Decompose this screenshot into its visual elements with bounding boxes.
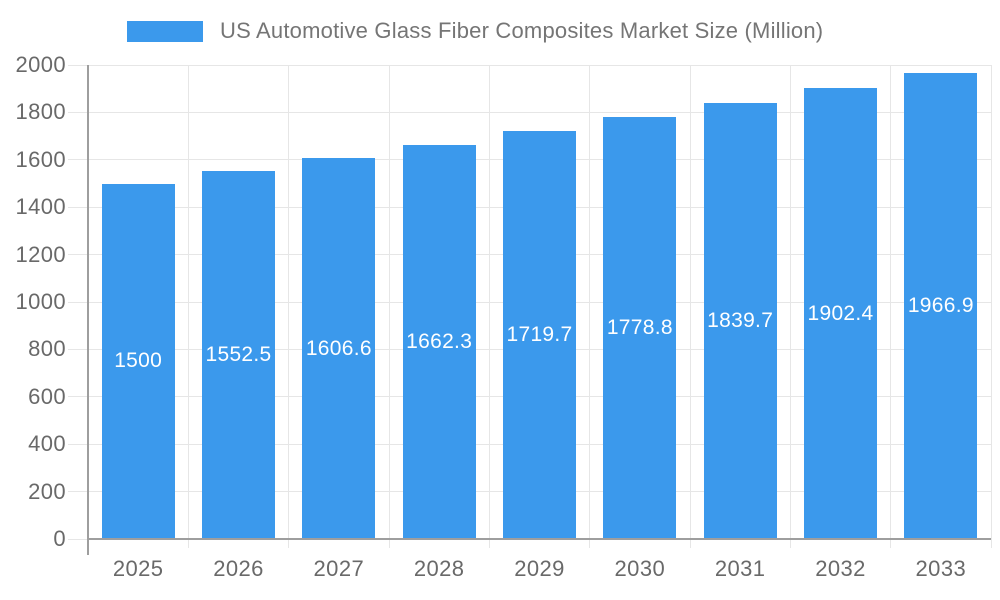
x-gridline (789, 65, 791, 548)
x-axis-tick-label: 2026 (213, 556, 264, 581)
legend-series-label: US Automotive Glass Fiber Composites Mar… (220, 18, 824, 43)
x-axis-tick-label: 2029 (514, 556, 565, 581)
y-axis-tick-label: 1400 (15, 194, 66, 220)
bar-value-label: 1966.9 (907, 293, 974, 317)
bar-value-label: 1719.7 (506, 323, 573, 347)
x-axis-tick-label: 2031 (714, 556, 766, 581)
bar[interactable] (302, 158, 376, 539)
x-axis-line (87, 538, 991, 540)
x-axis-tick-label: 2025 (112, 556, 164, 581)
x-gridline (187, 65, 189, 548)
x-gridline (288, 65, 290, 548)
x-gridline (890, 65, 892, 548)
y-axis-tick-label: 1200 (15, 241, 66, 267)
x-gridline (689, 65, 691, 548)
bar-value-label: 1552.5 (205, 343, 272, 367)
y-axis-tick-label: 400 (28, 431, 66, 457)
x-axis-tick-label: 2032 (815, 556, 866, 581)
legend-swatch (127, 20, 203, 42)
x-axis-tick-label: 2033 (915, 556, 967, 581)
bar[interactable] (703, 102, 777, 539)
x-axis-tick-label: 2030 (614, 556, 666, 581)
bar[interactable] (101, 183, 175, 539)
y-axis-tick-label: 200 (28, 478, 66, 504)
y-axis-tick-label: 600 (28, 383, 66, 409)
x-axis-tick-label: 2027 (313, 556, 365, 581)
bar-value-label: 1606.6 (305, 336, 372, 360)
bar[interactable] (804, 88, 877, 539)
y-axis-tick-label: 1600 (15, 146, 66, 172)
x-gridline (990, 65, 992, 548)
bar[interactable] (603, 117, 677, 539)
bar[interactable] (402, 145, 476, 539)
x-gridline (488, 65, 490, 548)
bar[interactable] (202, 171, 275, 539)
y-gridline (68, 111, 991, 113)
bar[interactable] (503, 131, 576, 539)
x-axis-tick-label: 2028 (413, 556, 465, 581)
bar-value-label: 1500 (114, 349, 163, 373)
y-axis-tick-label: 2000 (15, 52, 66, 77)
y-axis-tick-label: 0 (53, 526, 66, 551)
bar[interactable] (904, 72, 978, 539)
bar-value-label: 1662.3 (406, 330, 473, 354)
y-axis-tick-label: 1000 (15, 289, 66, 314)
x-gridline (589, 65, 591, 548)
bar-value-label: 1839.7 (707, 308, 774, 332)
legend[interactable]: US Automotive Glass Fiber Composites Mar… (127, 17, 823, 45)
y-gridline (68, 64, 991, 66)
bar-value-label: 1902.4 (807, 301, 874, 325)
y-axis-line (87, 65, 89, 555)
y-axis-tick-label: 800 (28, 336, 66, 362)
bar-value-label: 1778.8 (606, 316, 673, 340)
x-gridline (388, 65, 390, 548)
y-axis-tick-label: 1800 (15, 99, 66, 125)
